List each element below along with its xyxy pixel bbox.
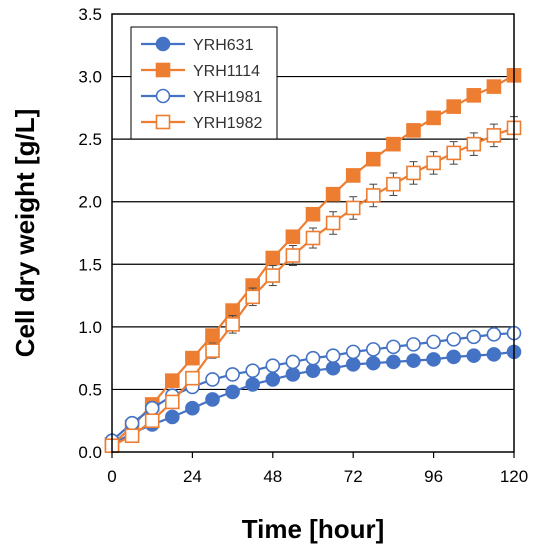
y-axis-ticks: 0.0 0.5 1.0 1.5 2.0 2.5 3.0 3.5 (78, 5, 102, 462)
data-point (165, 373, 180, 388)
data-point (285, 354, 301, 370)
data-point (265, 250, 281, 266)
data-point (446, 332, 462, 347)
data-point (446, 349, 462, 365)
data-point (245, 377, 260, 392)
x-axis-title: Time [hour] (242, 514, 385, 544)
data-point (345, 168, 361, 183)
legend: YRH631 YRH1114 YRH1981 YRH1982 (130, 26, 278, 140)
data-point (325, 215, 341, 231)
data-point (486, 347, 502, 362)
data-point (124, 428, 140, 444)
data-point (305, 363, 321, 378)
data-point (305, 206, 321, 222)
legend-marker-YRH1982 (155, 114, 171, 130)
legend-box (130, 26, 278, 140)
data-point (365, 355, 381, 371)
data-point (144, 413, 160, 429)
data-point (165, 409, 180, 425)
data-point (345, 357, 361, 372)
legend-marker-YRH1114 (155, 62, 171, 78)
data-point (205, 372, 220, 387)
y-axis-title: Cell dry weight [g/L] (10, 109, 40, 357)
data-point (345, 344, 361, 360)
data-point (245, 289, 260, 305)
data-point (426, 155, 441, 171)
data-point (386, 176, 401, 192)
data-point (205, 328, 220, 343)
x-tick-label: 120 (500, 467, 528, 486)
data-point (486, 79, 502, 94)
legend-label-YRH1114: YRH1114 (193, 63, 260, 80)
data-point (426, 110, 441, 126)
x-axis-ticks: 0 24 48 72 96 120 (107, 452, 528, 486)
data-point (305, 350, 321, 366)
data-point (185, 400, 200, 416)
data-point (406, 337, 421, 352)
data-point (365, 151, 381, 167)
data-point (185, 370, 200, 386)
data-point (225, 317, 240, 332)
y-tick-label: 3.0 (78, 68, 102, 87)
data-point (245, 363, 260, 378)
data-point (325, 186, 341, 202)
data-point (225, 384, 240, 400)
data-point (466, 136, 482, 152)
y-tick-label: 1.5 (78, 255, 102, 274)
data-point (386, 354, 401, 370)
data-point (446, 99, 462, 114)
data-point (165, 394, 180, 410)
data-point (406, 165, 421, 181)
data-point (124, 415, 140, 431)
legend-label-YRH1981: YRH1981 (193, 89, 262, 106)
data-point (345, 200, 361, 216)
data-point (325, 360, 341, 376)
data-point (285, 367, 301, 382)
data-point (386, 136, 401, 152)
data-point (386, 339, 401, 355)
data-point (265, 358, 281, 373)
series-YRH1982 (104, 116, 522, 454)
legend-marker-YRH1981 (155, 88, 171, 104)
data-point (225, 367, 240, 382)
data-point (265, 372, 281, 387)
legend-label-YRH1982: YRH1982 (193, 115, 262, 132)
y-tick-label: 0.0 (78, 443, 102, 462)
data-point (365, 188, 381, 203)
x-tick-label: 24 (183, 467, 202, 486)
data-point (285, 248, 301, 263)
data-point (305, 230, 321, 246)
plot-frame (111, 13, 515, 453)
y-tick-label: 1.0 (78, 318, 102, 337)
data-point (406, 353, 421, 368)
data-point (144, 400, 160, 416)
data-point (486, 128, 502, 143)
data-point (466, 329, 482, 345)
legend-label-YRH631: YRH631 (193, 37, 254, 54)
data-point (446, 145, 462, 161)
y-tick-label: 2.0 (78, 193, 102, 212)
data-point (325, 348, 341, 363)
y-tick-label: 2.5 (78, 130, 102, 149)
x-tick-label: 96 (424, 467, 443, 486)
data-point (185, 350, 200, 366)
y-tick-label: 3.5 (78, 5, 102, 24)
legend-marker-YRH631 (155, 36, 171, 52)
data-point (285, 229, 301, 245)
x-tick-label: 72 (344, 467, 363, 486)
data-point (486, 327, 502, 342)
data-point (205, 343, 220, 358)
x-tick-label: 0 (107, 467, 116, 486)
data-point (406, 123, 421, 138)
data-point (205, 392, 220, 407)
data-point (466, 348, 482, 363)
data-point (426, 334, 441, 350)
y-tick-label: 0.5 (78, 380, 102, 399)
data-point (426, 352, 441, 367)
data-point (466, 88, 482, 103)
data-point (365, 342, 381, 357)
data-point (265, 268, 281, 283)
x-tick-label: 48 (263, 467, 282, 486)
